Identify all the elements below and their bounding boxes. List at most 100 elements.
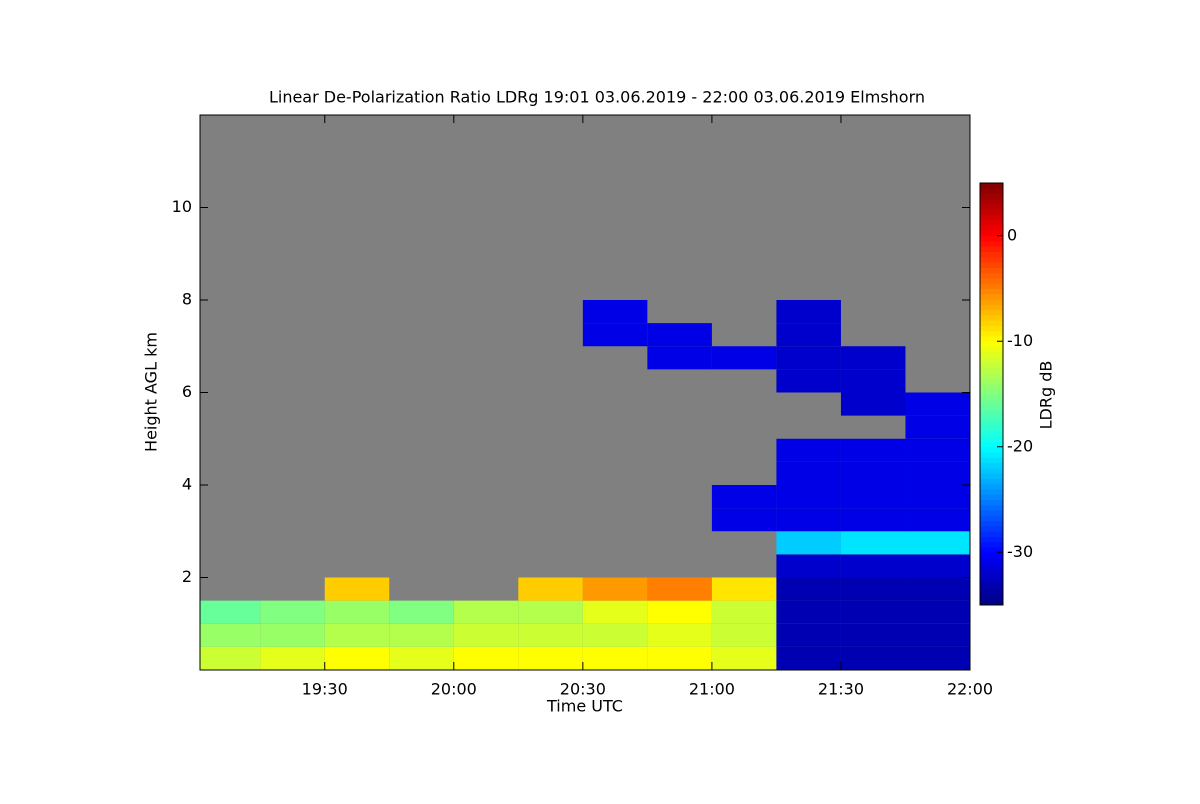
heatmap-cell (582, 323, 648, 347)
heatmap-cell (840, 600, 906, 624)
y-axis-label: Height AGL km (142, 332, 161, 452)
y-tick-label: 10 (172, 197, 192, 216)
colorbar-segment (980, 420, 1003, 427)
colorbar-segment (980, 330, 1003, 337)
colorbar-segment (980, 457, 1003, 464)
colorbar-segment (980, 246, 1003, 253)
heatmap-cell (518, 577, 583, 601)
heatmap-cell (840, 485, 906, 509)
colorbar-segment (980, 209, 1003, 216)
colorbar-segment (980, 589, 1003, 595)
heatmap-cell (776, 508, 841, 532)
colorbar-segment (980, 399, 1003, 406)
heatmap-cell (905, 392, 970, 416)
colorbar-frame (979, 182, 1004, 606)
colorbar-segment (980, 594, 1003, 601)
colorbar-segment (980, 288, 1003, 295)
colorbar-segment (980, 272, 1003, 279)
colorbar-segment (980, 541, 1003, 548)
colorbar-segment (980, 404, 1003, 411)
colorbar-segment (980, 230, 1003, 237)
heatmap-cell (840, 531, 906, 555)
heatmap (200, 300, 970, 670)
heatmap-cell (905, 485, 970, 509)
colorbar-segment (980, 325, 1003, 332)
colorbar-segment (980, 267, 1003, 274)
heatmap-cell (200, 623, 261, 647)
colorbar-segment (980, 462, 1003, 469)
heatmap-cell (200, 600, 261, 624)
colorbar-segment (980, 235, 1003, 242)
colorbar-segment (980, 378, 1003, 384)
colorbar-segment (980, 241, 1003, 247)
colorbar-segment (980, 488, 1003, 495)
heatmap-cell (776, 577, 841, 601)
x-tick-label: 21:00 (689, 680, 735, 699)
heatmap-cell (582, 600, 648, 624)
colorbar-segment (980, 335, 1003, 342)
heatmap-cell (776, 646, 841, 670)
colorbar-segment (980, 372, 1003, 379)
heatmap-cell (647, 646, 712, 670)
colorbar-segment (980, 383, 1003, 390)
colorbar-segment (980, 525, 1003, 532)
chart-title: Linear De-Polarization Ratio LDRg 19:01 … (269, 88, 925, 107)
colorbar-segment (980, 599, 1003, 606)
colorbar-segment (980, 309, 1003, 316)
heatmap-cell (518, 600, 583, 624)
colorbar-segment (980, 214, 1003, 221)
heatmap-cell (840, 438, 906, 462)
heatmap-cell (647, 577, 712, 601)
heatmap-cell (711, 577, 777, 601)
heatmap-cell (582, 577, 648, 601)
heatmap-cell (260, 600, 325, 624)
heatmap-cell (840, 646, 906, 670)
heatmap-cell (324, 646, 390, 670)
heatmap-cell (711, 485, 777, 509)
heatmap-cell (776, 369, 841, 393)
colorbar-segment (980, 341, 1003, 348)
heatmap-cell (905, 531, 970, 555)
heatmap-cell (840, 554, 906, 578)
colorbar-segment (980, 219, 1003, 226)
colorbar-segment (980, 441, 1003, 448)
colorbar-segment (980, 204, 1003, 210)
colorbar-segment (980, 293, 1003, 300)
heatmap-cell (582, 646, 648, 670)
heatmap-cell (776, 346, 841, 370)
heatmap-cell (776, 461, 841, 485)
colorbar-segment (980, 394, 1003, 400)
colorbar-tick-label: -20 (1007, 436, 1033, 455)
colorbar-segment (980, 299, 1003, 305)
colorbar-segment (980, 467, 1003, 474)
heatmap-cell (389, 646, 454, 670)
colorbar-segment (980, 193, 1003, 200)
heatmap-cell (905, 415, 970, 439)
heatmap-cell (840, 369, 906, 393)
colorbar-segment (980, 320, 1003, 326)
colorbar-tick-label: -30 (1007, 542, 1033, 561)
colorbar-segment (980, 536, 1003, 543)
colorbar-segment (980, 568, 1003, 574)
colorbar-segment (980, 473, 1003, 479)
heatmap-cell (260, 623, 325, 647)
y-tick-label: 8 (182, 290, 192, 309)
heatmap-cell (711, 646, 777, 670)
colorbar-segment (980, 583, 1003, 590)
colorbar-segment (980, 578, 1003, 585)
heatmap-cell (840, 346, 906, 370)
heatmap-cell (647, 623, 712, 647)
heatmap-cell (453, 623, 519, 647)
colorbar-tick-label: 0 (1007, 225, 1017, 244)
colorbar-segment (980, 304, 1003, 311)
colorbar-segment (980, 225, 1003, 231)
heatmap-cell (776, 554, 841, 578)
heatmap-cell (518, 646, 583, 670)
heatmap-cell (324, 623, 390, 647)
x-tick-label: 21:30 (818, 680, 864, 699)
colorbar-segment (980, 346, 1003, 353)
colorbar-segment (980, 277, 1003, 284)
heatmap-cell (776, 600, 841, 624)
colorbar-segment (980, 562, 1003, 569)
heatmap-cell (776, 623, 841, 647)
